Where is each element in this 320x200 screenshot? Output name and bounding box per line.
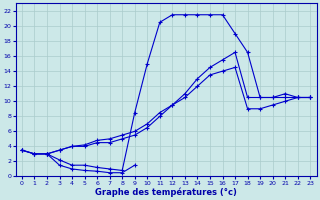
X-axis label: Graphe des températures (°c): Graphe des températures (°c)	[95, 187, 237, 197]
